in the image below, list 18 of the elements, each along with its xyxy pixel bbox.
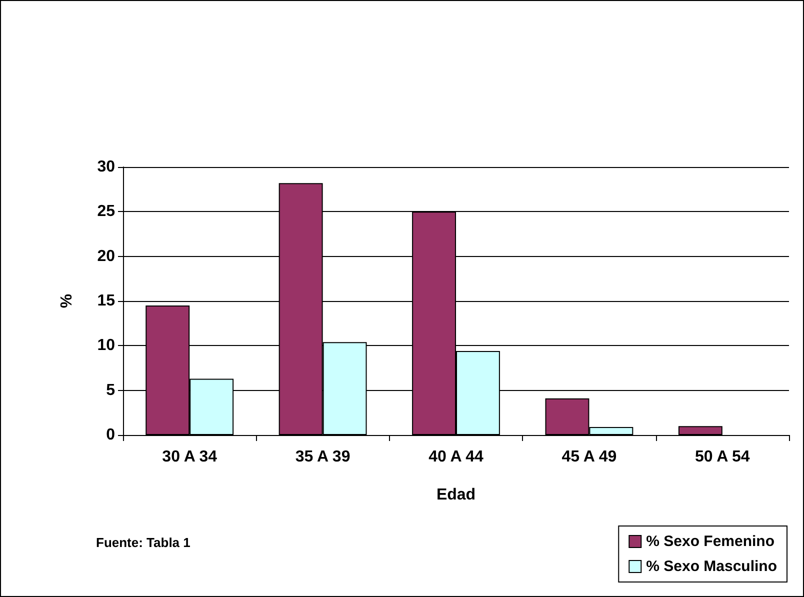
y-axis-title: % [58, 294, 76, 308]
x-tick-label: 50 A 54 [694, 448, 750, 466]
x-tick-label: 30 A 34 [162, 448, 218, 466]
legend-label: % Sexo Masculino [646, 558, 778, 575]
bar [678, 426, 722, 435]
y-tick-label: 0 [106, 426, 116, 444]
y-tick-label: 20 [97, 248, 116, 265]
x-tick-label: 45 A 49 [562, 448, 617, 466]
x-tick-label: 35 A 39 [295, 448, 350, 466]
y-tick-label: 30 [97, 158, 116, 176]
legend-label: % Sexo Femenino [646, 533, 775, 550]
y-tick-label: 15 [97, 292, 116, 310]
x-tick-label: 40 A 44 [428, 448, 484, 466]
x-axis-title: Edad [436, 486, 476, 504]
y-tick-label: 25 [97, 203, 116, 220]
y-tick-label: 10 [97, 337, 116, 354]
source-note: Fuente: Tabla 1 [96, 535, 190, 550]
y-tick-label: 5 [106, 382, 116, 399]
